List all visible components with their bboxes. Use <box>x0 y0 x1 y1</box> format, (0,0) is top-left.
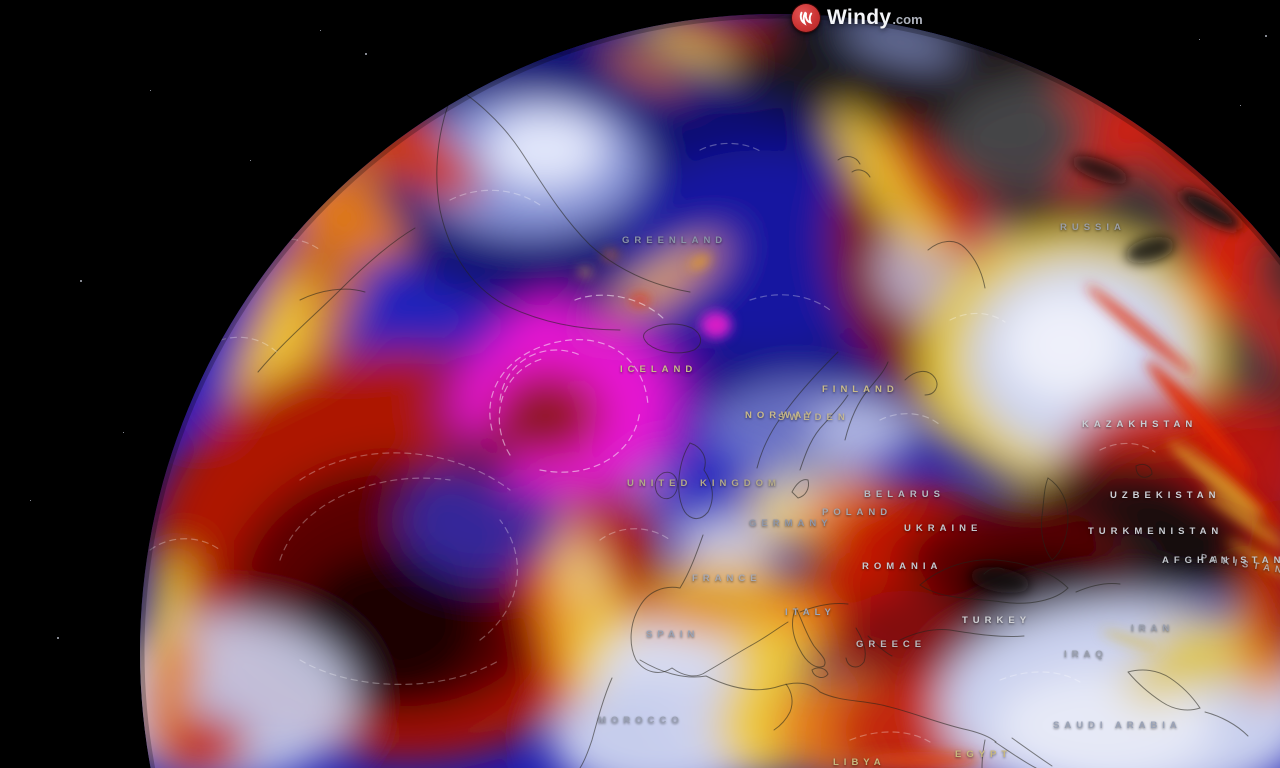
star <box>123 432 125 434</box>
star <box>250 160 252 162</box>
star <box>1199 39 1201 41</box>
star <box>57 637 59 639</box>
star <box>30 500 32 502</box>
anomaly-color-field <box>140 14 1280 768</box>
star <box>1240 105 1242 107</box>
brand-suffix-text: .com <box>892 12 923 27</box>
star <box>365 53 367 55</box>
star <box>320 30 322 32</box>
windy-swirl-icon <box>792 4 820 32</box>
coastlines <box>257 87 1249 768</box>
windy-wordmark: Windy .com <box>827 6 923 30</box>
star <box>1265 35 1267 37</box>
windy-logo[interactable]: Windy .com <box>792 2 923 34</box>
anomaly-streaks <box>579 156 1280 768</box>
globe-limb <box>140 14 1280 768</box>
wind-streamlines <box>149 142 1156 743</box>
star <box>150 90 152 92</box>
brand-text: Windy <box>827 6 892 29</box>
star <box>80 280 82 282</box>
